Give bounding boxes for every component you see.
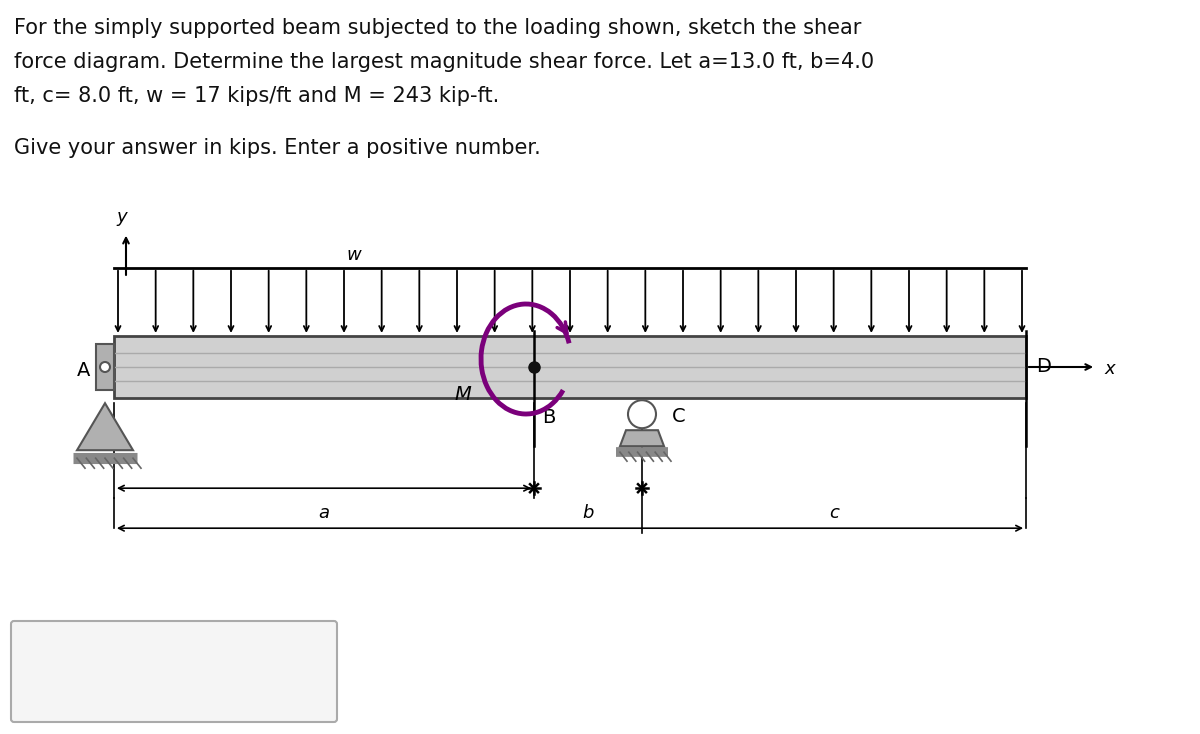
Polygon shape [77, 403, 133, 450]
FancyBboxPatch shape [114, 336, 1026, 398]
Text: ft, c= 8.0 ft, w = 17 kips/ft and M = 243 kip-ft.: ft, c= 8.0 ft, w = 17 kips/ft and M = 24… [14, 86, 499, 106]
FancyBboxPatch shape [11, 621, 337, 722]
Text: c: c [829, 504, 839, 522]
Text: a: a [318, 504, 330, 522]
Text: force diagram. Determine the largest magnitude shear force. Let a=13.0 ft, b=4.0: force diagram. Determine the largest mag… [14, 52, 874, 72]
Text: For the simply supported beam subjected to the loading shown, sketch the shear: For the simply supported beam subjected … [14, 18, 862, 38]
Text: Give your answer in kips. Enter a positive number.: Give your answer in kips. Enter a positi… [14, 138, 541, 158]
Text: C: C [672, 407, 685, 426]
Polygon shape [620, 430, 664, 446]
Text: w: w [347, 246, 361, 264]
Text: D: D [1036, 357, 1051, 377]
Text: b: b [582, 504, 594, 522]
Ellipse shape [628, 400, 656, 428]
Ellipse shape [100, 362, 110, 372]
Text: M: M [454, 385, 472, 404]
Text: y: y [116, 208, 127, 226]
Text: A: A [77, 362, 90, 380]
FancyBboxPatch shape [96, 344, 114, 390]
Text: x: x [1104, 360, 1115, 378]
Text: B: B [542, 408, 556, 427]
